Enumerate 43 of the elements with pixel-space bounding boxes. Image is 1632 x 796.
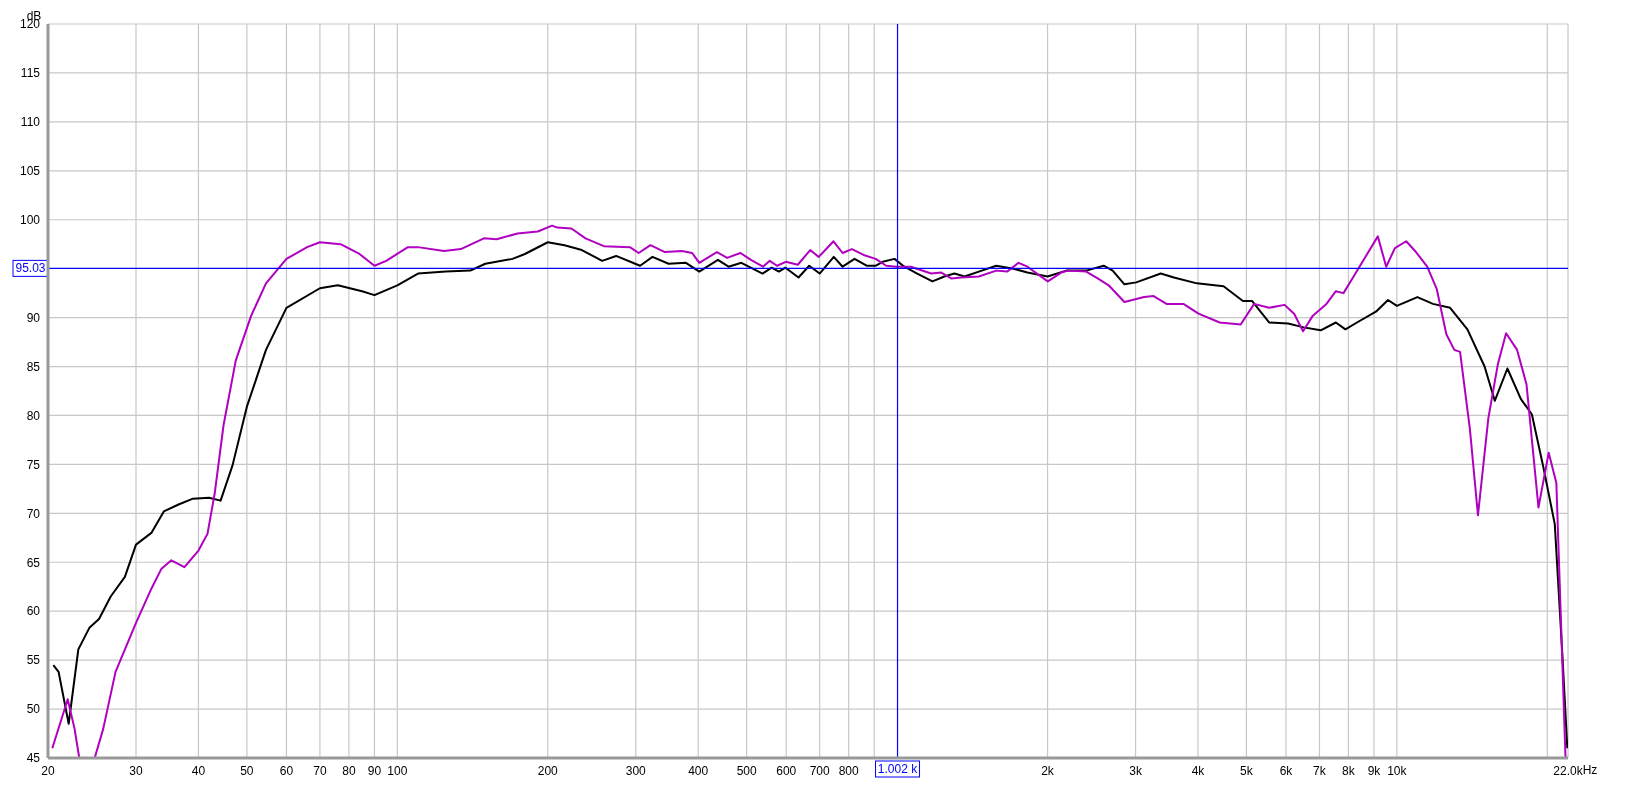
y-tick-label: 100 — [19, 212, 41, 227]
x-tick-label: 2k — [1041, 763, 1055, 778]
x-tick-label: 80 — [342, 763, 356, 778]
y-tick-label: 110 — [20, 115, 41, 130]
x-tick-label: 3k — [1129, 763, 1143, 778]
x-tick-label: 9k — [1367, 763, 1382, 778]
x-tick-label: 50 — [240, 763, 254, 778]
y-tick-label: 70 — [26, 506, 41, 521]
x-tick-label: 600 — [776, 763, 797, 778]
y-tick-label: 75 — [26, 457, 41, 472]
y-tick-label: 90 — [26, 310, 41, 325]
x-tick-label: 500 — [736, 763, 757, 778]
x-tick-label: 20 — [41, 763, 55, 778]
y-tick-label: 65 — [26, 555, 41, 570]
y-tick-label: 80 — [26, 408, 41, 423]
x-tick-label: 300 — [625, 763, 647, 778]
x-tick-label: 7k — [1313, 763, 1327, 778]
x-tick-label: 700 — [809, 763, 831, 778]
x-tick-label: 90 — [367, 763, 382, 778]
y-tick-label: 50 — [26, 702, 41, 717]
y-tick-label: 60 — [26, 604, 41, 619]
ref-line-label: 1.002 k — [877, 762, 919, 776]
x-tick-label: 5k — [1240, 763, 1254, 778]
x-axis-title: Hz — [1582, 763, 1598, 777]
x-tick-label: 400 — [688, 763, 709, 778]
y-tick-label: 115 — [20, 66, 41, 81]
y-tick-label: 55 — [26, 653, 41, 668]
x-tick-label: 6k — [1279, 763, 1294, 778]
x-tick-label: 200 — [537, 763, 559, 778]
ref-line-label: 95.03 — [15, 261, 46, 276]
x-tick-label: 30 — [129, 763, 143, 778]
x-tick-label: 10k — [1387, 763, 1408, 778]
y-tick-label: 85 — [26, 359, 41, 374]
x-tick-label: 100 — [387, 763, 408, 778]
y-tick-label: 105 — [19, 164, 41, 179]
x-tick-label: 22.0k — [1553, 763, 1584, 778]
x-tick-label: 40 — [191, 763, 206, 778]
x-tick-label: 8k — [1342, 763, 1356, 778]
x-tick-label: 60 — [279, 763, 294, 778]
x-tick-label: 800 — [838, 763, 859, 778]
y-tick-label: 45 — [26, 751, 41, 766]
x-tick-label: 4k — [1191, 763, 1206, 778]
x-tick-label: 70 — [313, 763, 327, 778]
